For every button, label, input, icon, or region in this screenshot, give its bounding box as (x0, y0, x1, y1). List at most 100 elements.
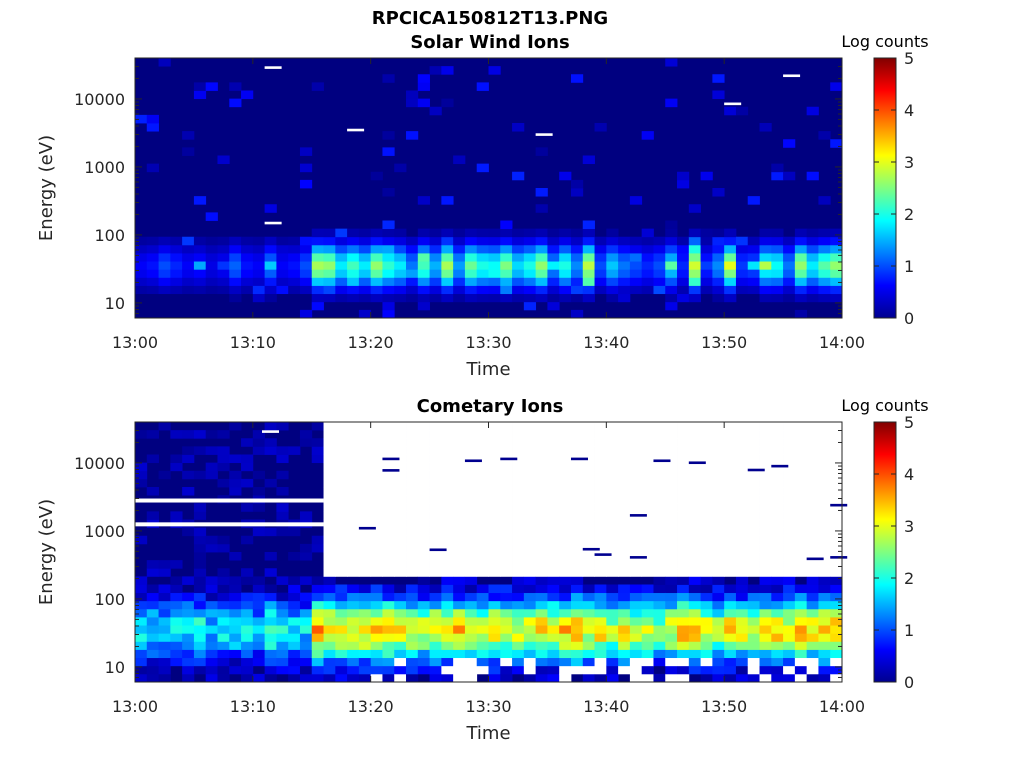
heatmap-cell (429, 236, 442, 246)
heatmap-cell (747, 673, 760, 683)
heatmap-cell (276, 649, 289, 659)
gap-line (262, 430, 279, 433)
heatmap-cell (193, 470, 207, 480)
heatmap-cell (700, 495, 713, 504)
heatmap-cell (512, 503, 525, 512)
x-tick-label: 13:30 (465, 697, 511, 716)
heatmap-cell (205, 462, 218, 472)
heatmap-cell (453, 600, 466, 610)
heatmap-cell (323, 478, 336, 488)
solar-wind-x-ticks: 13:00 13:10 13:20 13:30 13:40 13:50 14:00 (112, 58, 865, 352)
heatmap-cell (759, 446, 772, 455)
heatmap-cell (700, 244, 713, 254)
heatmap-cell (276, 511, 289, 520)
heatmap-cell (747, 641, 760, 650)
heatmap-cell (146, 673, 159, 683)
heatmap-cell (677, 511, 690, 520)
heatmap-cell (688, 649, 701, 659)
solar-wind-x-label: Time (465, 359, 510, 380)
heatmap-cell (830, 293, 843, 303)
heatmap-cell (665, 301, 678, 311)
heatmap-cell (512, 665, 525, 675)
heatmap-cell (559, 617, 572, 626)
heatmap-cell (806, 487, 819, 496)
heatmap-cell (417, 196, 430, 205)
heatmap-cell (323, 665, 336, 675)
heatmap-cell (629, 422, 643, 431)
heatmap-cell (335, 438, 348, 447)
heatmap-cell (158, 560, 171, 569)
heatmap-cell (311, 535, 324, 545)
heatmap-cell (288, 625, 301, 634)
heatmap-cell (677, 253, 690, 262)
y-tick-label: 10 (105, 294, 125, 313)
heatmap-cell (500, 568, 513, 577)
heatmap-cell (806, 535, 819, 545)
heatmap-cell (547, 285, 560, 295)
heatmap-cell (512, 244, 525, 254)
heatmap-cell (205, 212, 218, 221)
heatmap-cell (677, 600, 690, 610)
heatmap-cell (464, 552, 478, 561)
heatmap-cell (370, 446, 383, 455)
heatmap-cell (677, 560, 690, 569)
heatmap-cell (818, 422, 831, 431)
heatmap-cell (382, 649, 395, 659)
heatmap-cell (453, 155, 466, 165)
heatmap-cell (523, 543, 537, 553)
heatmap-cell (712, 641, 725, 650)
heatmap-cell (830, 519, 843, 529)
heatmap-cell (170, 269, 183, 278)
heatmap-cell (735, 503, 749, 512)
heatmap-cell (252, 446, 266, 455)
heatmap-cell (217, 430, 230, 439)
heatmap-cell (299, 625, 313, 634)
heatmap-cell (724, 608, 737, 618)
heatmap-cell (618, 470, 631, 480)
heatmap-cell (299, 665, 313, 675)
heatmap-cell (594, 535, 607, 545)
heatmap-cell (182, 470, 195, 480)
heatmap-cell (158, 285, 171, 295)
heatmap-cell (547, 487, 560, 496)
heatmap-cell (794, 665, 808, 675)
heatmap-cell (677, 171, 690, 181)
heatmap-cell (794, 535, 808, 545)
heatmap-cell (747, 478, 760, 488)
heatmap-cell (547, 543, 560, 553)
gap-line (264, 221, 282, 225)
heatmap-cell (429, 422, 442, 431)
heatmap-cell (759, 552, 772, 561)
heatmap-cell (288, 285, 301, 295)
heatmap-cell (629, 285, 643, 295)
heatmap-cell (594, 478, 607, 488)
heatmap-cell (135, 244, 148, 254)
heatmap-cell (182, 576, 195, 585)
heatmap-cell (712, 535, 725, 545)
heatmap-cell (488, 478, 501, 488)
heatmap-cell (712, 422, 725, 431)
heatmap-cell (735, 543, 749, 553)
heatmap-cell (535, 204, 548, 213)
heatmap-cell (535, 657, 548, 667)
heatmap-cell (559, 519, 572, 529)
heatmap-cell (358, 277, 372, 286)
heatmap-cell (570, 495, 584, 504)
heatmap-cell (406, 641, 419, 650)
heatmap-cell (712, 90, 725, 100)
heatmap-cell (688, 438, 701, 447)
heatmap-cell (712, 244, 725, 254)
heatmap-cell (217, 269, 230, 278)
heatmap-cell (323, 617, 336, 626)
y-tick-label: 1000 (84, 522, 125, 541)
heatmap-cell (523, 641, 537, 650)
heatmap-cell (830, 543, 843, 553)
heatmap-cell (783, 600, 796, 610)
heatmap-cell (735, 106, 749, 116)
heatmap-cell (299, 163, 313, 173)
heatmap-cell (429, 519, 442, 529)
heatmap-cell (806, 617, 819, 626)
heatmap-cell (771, 592, 784, 602)
heatmap-cell (146, 641, 159, 650)
heatmap-cell (453, 253, 466, 262)
